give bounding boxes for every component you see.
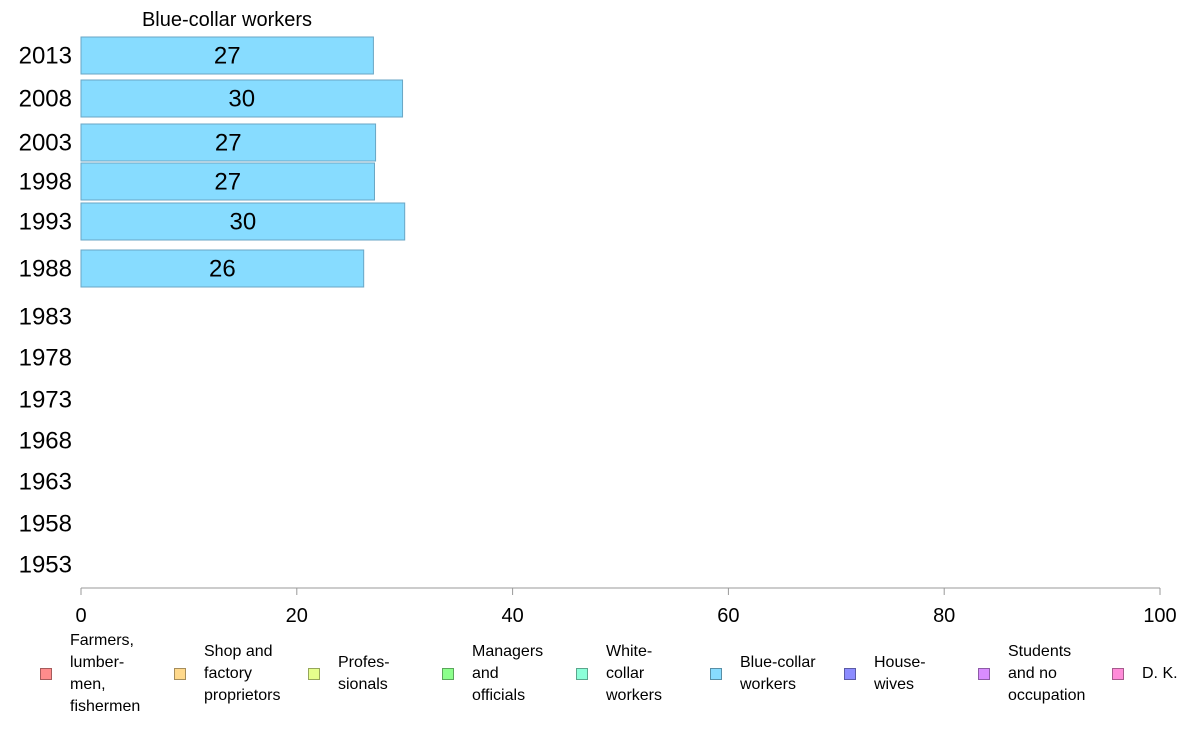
legend-label: White- collar workers <box>606 643 663 704</box>
year-label: 2003 <box>19 130 72 157</box>
legend-label: Shop and factory proprietors <box>204 643 281 704</box>
legend-swatch <box>174 668 186 680</box>
bar <box>80 249 365 288</box>
year-label: 1973 <box>19 387 72 414</box>
legend-item: Blue-collar workers <box>710 626 816 722</box>
year-label: 1988 <box>19 256 72 283</box>
x-tick-label: 20 <box>286 605 308 627</box>
bar <box>80 202 406 241</box>
year-label: 1963 <box>19 469 72 496</box>
bar-value-label: 27 <box>214 169 241 196</box>
legend-label: Managers and officials <box>472 643 544 704</box>
bar <box>80 162 375 201</box>
bar-value-label: 26 <box>209 256 236 283</box>
legend-swatch <box>978 668 990 680</box>
bar-value-label: 30 <box>229 209 256 236</box>
legend-label: Farmers, lumber- men, fishermen <box>70 632 141 715</box>
legend-label: Profes- sionals <box>338 654 390 693</box>
bar <box>80 123 377 162</box>
legend-item: Farmers, lumber- men, fishermen <box>40 626 140 722</box>
x-tick-label: 60 <box>717 605 739 627</box>
legend-label: D. K. <box>1142 665 1178 682</box>
legend-swatch <box>40 668 52 680</box>
year-label: 1998 <box>19 169 72 196</box>
legend-item: Profes- sionals <box>308 626 390 722</box>
bar-value-label: 27 <box>215 130 242 157</box>
legend-item: White- collar workers <box>576 626 662 722</box>
x-tick-label: 100 <box>1143 605 1176 627</box>
legend-item: Students and no occupation <box>978 626 1085 722</box>
year-label: 1993 <box>19 209 72 236</box>
legend-label: Blue-collar workers <box>740 654 816 693</box>
legend-swatch <box>576 668 588 680</box>
legend-label: Students and no occupation <box>1008 643 1086 704</box>
bar <box>80 36 374 75</box>
x-tick-label: 0 <box>75 605 86 627</box>
year-label: 1958 <box>19 511 72 538</box>
bar-value-label: 30 <box>228 86 255 113</box>
x-tick-label: 40 <box>501 605 523 627</box>
bar <box>80 79 404 118</box>
legend-swatch <box>1112 668 1124 680</box>
legend-item: Shop and factory proprietors <box>174 626 280 722</box>
panel-title: Blue-collar workers <box>142 9 312 31</box>
year-label: 2013 <box>19 43 72 70</box>
legend-item: House- wives <box>844 626 926 722</box>
year-label: 1953 <box>19 552 72 579</box>
legend-swatch <box>442 668 454 680</box>
bar-value-label: 27 <box>214 43 241 70</box>
legend-label: House- wives <box>874 654 926 693</box>
year-label: 1978 <box>19 345 72 372</box>
chart-area: Blue-collar workers 2013 2008 2003 1998 1993 1… <box>19 9 1177 627</box>
legend-item: Managers and officials <box>442 626 543 722</box>
legend-swatch <box>844 668 856 680</box>
year-label: 1983 <box>19 304 72 331</box>
legend: Farmers, lumber- men, fishermen Shop and … <box>0 632 1188 736</box>
legend-item: D. K. <box>1112 626 1178 722</box>
legend-swatch <box>308 668 320 680</box>
year-label: 2008 <box>19 86 72 113</box>
legend-swatch <box>710 668 722 680</box>
year-label: 1968 <box>19 428 72 455</box>
x-tick-label: 80 <box>933 605 955 627</box>
